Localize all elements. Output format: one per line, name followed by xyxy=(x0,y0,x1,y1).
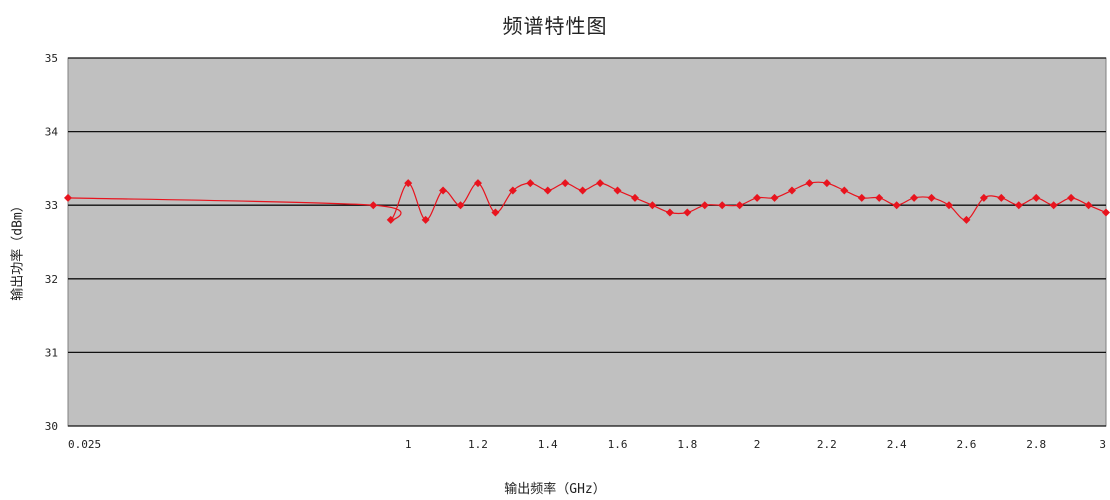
data-point xyxy=(753,193,762,202)
data-point xyxy=(508,186,517,195)
data-point xyxy=(491,208,500,217)
data-point xyxy=(979,193,988,202)
x-tick-label: 2.8 xyxy=(1026,438,1046,451)
x-tick-label: 1 xyxy=(405,438,412,451)
y-tick-label: 33 xyxy=(45,199,58,212)
chart-title: 频谱特性图 xyxy=(502,14,608,38)
data-point xyxy=(1032,193,1041,202)
x-tick-label: 1.8 xyxy=(677,438,697,451)
data-point xyxy=(683,208,692,217)
data-point xyxy=(857,193,866,202)
data-point xyxy=(1084,201,1093,210)
data-point xyxy=(613,186,622,195)
data-point xyxy=(543,186,552,195)
data-point xyxy=(718,201,727,210)
data-point xyxy=(892,201,901,210)
x-tick-label: 1.4 xyxy=(538,438,558,451)
y-tick-label: 35 xyxy=(45,52,58,65)
data-point xyxy=(962,215,971,224)
data-point xyxy=(1102,208,1110,217)
data-point xyxy=(787,186,796,195)
data-markers xyxy=(64,179,1110,224)
x-tick-label: 2.2 xyxy=(817,438,837,451)
data-point xyxy=(735,201,744,210)
data-point xyxy=(1049,201,1058,210)
data-point xyxy=(404,179,413,188)
x-tick-label: 3 xyxy=(1099,438,1106,451)
data-point xyxy=(630,193,639,202)
y-tick-label: 30 xyxy=(45,420,58,433)
x-tick-label: 2.4 xyxy=(887,438,907,451)
data-point xyxy=(64,193,72,202)
data-point xyxy=(665,208,674,217)
data-point xyxy=(822,179,831,188)
data-point xyxy=(840,186,849,195)
y-tick-label: 31 xyxy=(45,346,58,359)
data-point xyxy=(875,193,884,202)
data-point xyxy=(770,193,779,202)
data-point xyxy=(648,201,657,210)
x-tick-labels: 0.025 1 1.2 1.4 1.6 1.8 2 2.2 2.4 2.6 2.8 3 xyxy=(68,438,1106,451)
data-point xyxy=(596,179,605,188)
plot-area xyxy=(67,57,1107,427)
data-point xyxy=(578,186,587,195)
data-point xyxy=(910,193,919,202)
data-point xyxy=(927,193,936,202)
data-point xyxy=(439,186,448,195)
data-point xyxy=(473,179,482,188)
x-tick-label: 0.025 xyxy=(68,438,101,451)
data-point xyxy=(526,179,535,188)
data-point xyxy=(456,201,465,210)
x-tick-label: 2 xyxy=(754,438,761,451)
x-tick-label: 1.2 xyxy=(468,438,488,451)
y-tick-label: 34 xyxy=(45,126,59,139)
data-point xyxy=(1067,193,1076,202)
y-tick-label: 32 xyxy=(45,273,58,286)
data-point xyxy=(1014,201,1023,210)
data-point xyxy=(944,201,953,210)
gridlines xyxy=(68,57,1106,427)
data-point xyxy=(997,193,1006,202)
data-point xyxy=(561,179,570,188)
data-point xyxy=(700,201,709,210)
x-tick-label: 1.6 xyxy=(608,438,628,451)
y-tick-labels: 30 31 32 33 34 35 xyxy=(45,52,59,433)
x-tick-label: 2.6 xyxy=(956,438,976,451)
data-point xyxy=(369,201,378,210)
data-point xyxy=(421,215,430,224)
data-point xyxy=(805,179,814,188)
data-point xyxy=(386,215,395,224)
x-axis-label: 输出频率（GHz） xyxy=(504,482,606,497)
